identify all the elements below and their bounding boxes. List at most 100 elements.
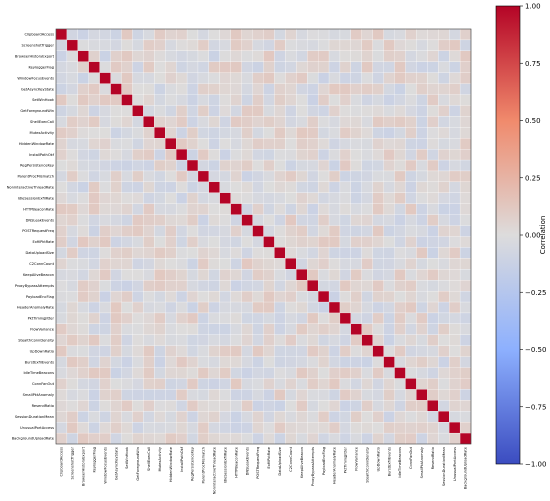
heatmap-cell: [383, 312, 395, 325]
heatmap-cell: [252, 105, 264, 117]
heatmap-cell: [99, 378, 111, 390]
heatmap-cell: [394, 290, 406, 303]
heatmap-cell: [449, 116, 461, 128]
heatmap-cell: [274, 61, 286, 73]
heatmap-cell: [449, 378, 461, 390]
heatmap-cell: [459, 203, 472, 215]
heatmap-cell: [263, 400, 275, 412]
heatmap-cell: [296, 236, 308, 248]
heatmap-cell: [165, 323, 177, 335]
heatmap-cell: [350, 367, 362, 379]
heatmap-cell: [219, 159, 231, 172]
colorbar-ticks: 1.000.750.500.250.00−0.25−0.50−0.75−1.00: [520, 3, 546, 469]
heatmap-cell: [307, 312, 319, 325]
heatmap-cell: [219, 181, 231, 193]
heatmap-cell: [296, 312, 308, 325]
heatmap-cell: [372, 61, 384, 73]
heatmap-cell: [307, 105, 319, 117]
heatmap-cell: [263, 269, 275, 281]
heatmap-cell: [383, 280, 395, 292]
heatmap-cell: [438, 422, 450, 434]
heatmap-cell: [307, 203, 319, 215]
heatmap-cell: [132, 105, 144, 117]
heatmap-cell: [66, 400, 79, 412]
heatmap-cell: [241, 312, 253, 325]
heatmap-cell: [394, 94, 406, 106]
heatmap-cell: [66, 83, 79, 95]
heatmap-cell: [339, 170, 352, 183]
heatmap-cell: [154, 400, 166, 412]
heatmap-cell: [339, 258, 352, 270]
heatmap-cell: [55, 345, 68, 357]
heatmap-cell: [372, 39, 384, 52]
heatmap-cell: [307, 225, 319, 237]
heatmap-cell: [252, 247, 264, 259]
heatmap-cell: [121, 214, 133, 226]
heatmap-cell: [459, 334, 472, 346]
row-tick-label: BurstExfilEvents: [25, 360, 54, 364]
heatmap-cell: [241, 181, 253, 193]
heatmap-cell: [339, 105, 352, 117]
heatmap-cell: [208, 290, 220, 303]
heatmap-cell: [252, 411, 264, 423]
heatmap-cell: [274, 389, 286, 401]
heatmap-cell: [121, 247, 133, 259]
heatmap-cell: [317, 28, 330, 41]
col-tick-label: POSTRequestFreq: [256, 447, 260, 479]
heatmap-cell: [176, 214, 188, 226]
heatmap-cell: [154, 72, 166, 84]
heatmap-cell: [263, 94, 275, 106]
heatmap-cell: [459, 138, 472, 150]
heatmap-cell: [328, 159, 341, 172]
heatmap-cell: [361, 94, 373, 106]
heatmap-cell: [328, 323, 341, 335]
heatmap-cell: [339, 159, 352, 172]
heatmap-cell: [143, 214, 155, 226]
heatmap-cell: [241, 280, 253, 292]
heatmap-cell: [99, 389, 111, 401]
heatmap-cell: [154, 149, 166, 161]
heatmap-cell: [121, 203, 133, 215]
heatmap-cell: [88, 258, 100, 270]
heatmap-cell: [186, 400, 199, 412]
heatmap-cell: [361, 170, 373, 183]
heatmap-cell: [328, 290, 341, 303]
heatmap-cell: [438, 181, 450, 193]
heatmap-cell: [154, 422, 166, 434]
heatmap-cell: [361, 61, 373, 73]
heatmap-cell: [307, 149, 319, 161]
heatmap-cell: [339, 323, 352, 335]
heatmap-cell: [88, 389, 100, 401]
heatmap-cell: [110, 367, 122, 379]
heatmap-cell: [219, 28, 231, 41]
colorbar-tick-label: 0.75: [525, 60, 541, 68]
heatmap-cell: [121, 181, 133, 193]
heatmap-cell: [383, 192, 395, 204]
heatmap-cell: [285, 422, 297, 434]
heatmap-cell: [328, 258, 341, 270]
col-tick-label: GetForegroundWin: [136, 447, 140, 481]
heatmap-cell: [328, 269, 341, 281]
col-tick-label: BackgroundUploadRate: [464, 446, 468, 489]
heatmap-cell: [296, 345, 308, 357]
row-tick-label: FlowVariance: [30, 328, 55, 332]
heatmap-cell: [154, 159, 166, 172]
row-tick-label: KeyloggerFlag: [28, 65, 54, 69]
heatmap-cell: [77, 432, 89, 445]
heatmap-cell: [154, 116, 166, 128]
heatmap-cell: [77, 225, 89, 237]
heatmap-cell: [394, 192, 406, 204]
col-tick-label: PayloadEncFlag: [322, 447, 326, 475]
heatmap-cell: [438, 50, 450, 62]
heatmap-cell: [307, 127, 319, 139]
heatmap-cell: [186, 28, 199, 41]
heatmap-cell: [110, 72, 122, 84]
heatmap-cell: [285, 334, 297, 346]
heatmap-cell: [88, 192, 100, 204]
heatmap-cell: [361, 345, 373, 357]
heatmap-cell: [241, 105, 253, 117]
heatmap-cell: [438, 203, 450, 215]
heatmap-cell: [132, 72, 144, 84]
heatmap-cell: [372, 72, 384, 84]
heatmap-cell: [350, 170, 362, 183]
